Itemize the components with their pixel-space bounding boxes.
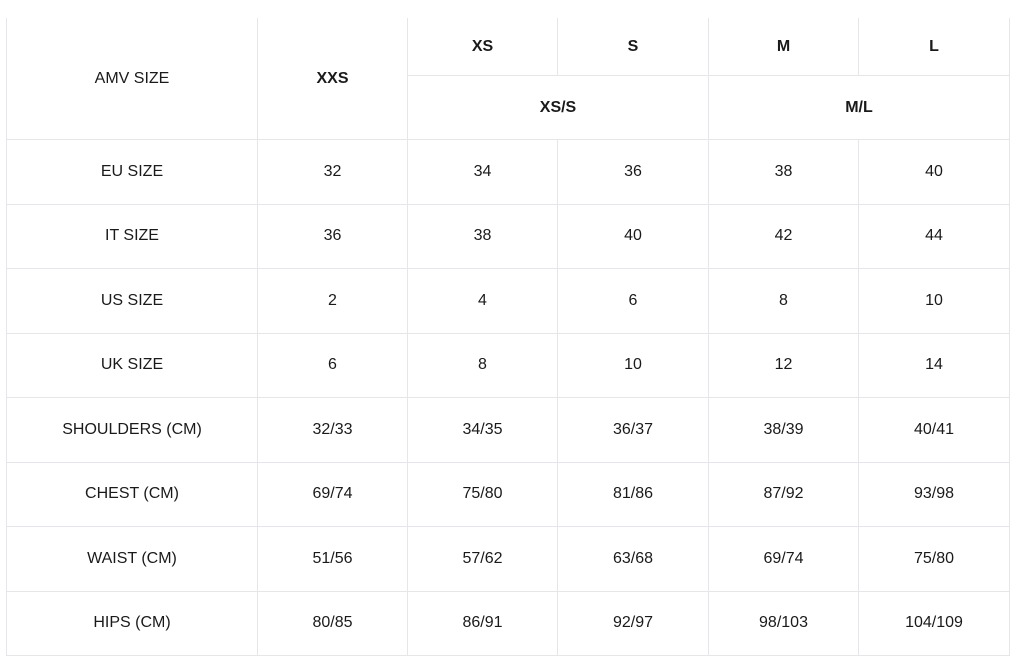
- row-label: EU SIZE: [6, 139, 258, 205]
- table-cell: 87/92: [708, 461, 859, 527]
- table-row: IT SIZE 36 38 40 42 44: [6, 203, 1010, 269]
- table-cell: 92/97: [557, 590, 709, 656]
- table-row: WAIST (CM) 51/56 57/62 63/68 69/74 75/80: [6, 526, 1010, 592]
- table-cell: 44: [858, 203, 1010, 269]
- table-cell: 42: [708, 203, 859, 269]
- table-cell: 38/39: [708, 397, 859, 463]
- table-cell: 69/74: [708, 526, 859, 592]
- row-label: SHOULDERS (CM): [6, 397, 258, 463]
- table-row: US SIZE 2 4 6 8 10: [6, 268, 1010, 334]
- table-cell: 104/109: [858, 590, 1010, 656]
- table-cell: 6: [557, 268, 709, 334]
- table-cell: 12: [708, 332, 859, 398]
- table-cell: 80/85: [257, 590, 408, 656]
- size-header-m: M: [708, 18, 859, 76]
- row-label: WAIST (CM): [6, 526, 258, 592]
- table-cell: 4: [407, 268, 558, 334]
- table-cell: 93/98: [858, 461, 1010, 527]
- table-cell: 6: [257, 332, 408, 398]
- table-row: CHEST (CM) 69/74 75/80 81/86 87/92 93/98: [6, 461, 1010, 527]
- table-cell: 57/62: [407, 526, 558, 592]
- table-cell: 34/35: [407, 397, 558, 463]
- table-cell: 2: [257, 268, 408, 334]
- table-cell: 51/56: [257, 526, 408, 592]
- row-label: CHEST (CM): [6, 461, 258, 527]
- size-header-l: L: [858, 18, 1010, 76]
- group-header-m-l: M/L: [708, 75, 1010, 140]
- size-header-s: S: [557, 18, 709, 76]
- table-cell: 36/37: [557, 397, 709, 463]
- table-cell: 32: [257, 139, 408, 205]
- row-label: IT SIZE: [6, 203, 258, 269]
- table-cell: 75/80: [858, 526, 1010, 592]
- table-cell: 63/68: [557, 526, 709, 592]
- table-cell: 8: [407, 332, 558, 398]
- table-cell: 40: [858, 139, 1010, 205]
- size-header-xs: XS: [407, 18, 558, 76]
- table-cell: 40: [557, 203, 709, 269]
- table-cell: 14: [858, 332, 1010, 398]
- table-cell: 40/41: [858, 397, 1010, 463]
- size-header-xxs: XXS: [257, 18, 408, 140]
- table-cell: 38: [407, 203, 558, 269]
- table-cell: 38: [708, 139, 859, 205]
- table-cell: 36: [557, 139, 709, 205]
- row-label: UK SIZE: [6, 332, 258, 398]
- amv-size-header: AMV SIZE: [6, 18, 258, 140]
- header-row: AMV SIZE XXS XS S M L: [6, 18, 1010, 140]
- group-header-xs-s: XS/S: [407, 75, 709, 140]
- table-row: EU SIZE 32 34 36 38 40: [6, 139, 1010, 205]
- table-cell: 75/80: [407, 461, 558, 527]
- table-cell: 98/103: [708, 590, 859, 656]
- row-label: HIPS (CM): [6, 590, 258, 656]
- table-cell: 86/91: [407, 590, 558, 656]
- table-row: SHOULDERS (CM) 32/33 34/35 36/37 38/39 40/41: [6, 397, 1010, 463]
- table-cell: 36: [257, 203, 408, 269]
- table-cell: 69/74: [257, 461, 408, 527]
- table-cell: 81/86: [557, 461, 709, 527]
- table-cell: 10: [557, 332, 709, 398]
- table-row: HIPS (CM) 80/85 86/91 92/97 98/103 104/109: [6, 590, 1010, 656]
- table-cell: 8: [708, 268, 859, 334]
- group-header-row: XS/S M/L: [7, 75, 1010, 140]
- table-cell: 10: [858, 268, 1010, 334]
- size-chart-table: AMV SIZE XXS XS S M L XS/S M/L EU SIZE 32…: [6, 18, 1010, 656]
- table-row: UK SIZE 6 8 10 12 14: [6, 332, 1010, 398]
- table-cell: 32/33: [257, 397, 408, 463]
- row-label: US SIZE: [6, 268, 258, 334]
- table-cell: 34: [407, 139, 558, 205]
